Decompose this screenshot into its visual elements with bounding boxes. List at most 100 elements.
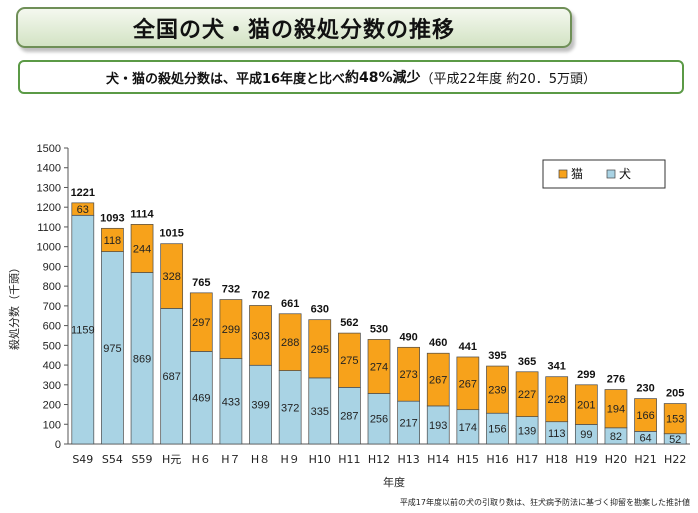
data-label-cat: 297 bbox=[192, 317, 210, 329]
x-tick-label: H18 bbox=[546, 453, 568, 466]
x-tick-label: H７ bbox=[221, 453, 240, 466]
data-label-total: 1221 bbox=[71, 187, 95, 199]
data-label-total: 490 bbox=[399, 331, 417, 343]
bar-cat bbox=[545, 376, 569, 423]
data-label-total: 702 bbox=[251, 289, 269, 301]
bar-cat bbox=[486, 365, 509, 414]
data-label-total: 299 bbox=[577, 369, 595, 381]
data-label-dog: 82 bbox=[610, 431, 622, 443]
data-label-dog: 256 bbox=[370, 414, 388, 426]
data-label-cat: 299 bbox=[222, 324, 240, 336]
data-label-total: 530 bbox=[370, 323, 388, 335]
y-tick-label: 100 bbox=[43, 419, 61, 431]
data-label-cat: 288 bbox=[281, 337, 299, 349]
y-tick-label: 1400 bbox=[37, 163, 61, 175]
data-label-dog: 687 bbox=[162, 371, 180, 383]
y-tick-label: 500 bbox=[43, 340, 61, 352]
data-label-cat: 295 bbox=[311, 344, 329, 356]
data-label-cat: 118 bbox=[104, 235, 122, 247]
data-label-dog: 52 bbox=[669, 434, 681, 446]
data-label-dog: 335 bbox=[311, 406, 329, 418]
y-tick-label: 300 bbox=[43, 380, 61, 392]
data-label-cat: 227 bbox=[518, 389, 536, 401]
bar-cat bbox=[278, 313, 302, 371]
x-tick-label: H15 bbox=[457, 453, 479, 466]
legend-label: 猫 bbox=[571, 167, 583, 181]
x-axis-title: 年度 bbox=[383, 475, 405, 489]
x-tick-label: H14 bbox=[427, 453, 449, 466]
x-tick-label: S59 bbox=[132, 453, 153, 466]
y-tick-label: 800 bbox=[43, 281, 61, 293]
data-label-total: 630 bbox=[311, 304, 329, 316]
data-label-total: 732 bbox=[222, 284, 240, 296]
x-tick-label: H13 bbox=[397, 453, 419, 466]
data-label-total: 395 bbox=[488, 350, 506, 362]
data-label-dog: 193 bbox=[429, 420, 447, 432]
data-label-cat: 267 bbox=[459, 378, 477, 390]
data-label-cat: 63 bbox=[77, 204, 89, 216]
bar-cat bbox=[308, 319, 332, 379]
data-label-dog: 1159 bbox=[71, 325, 95, 337]
data-label-total: 341 bbox=[548, 361, 566, 373]
x-tick-label: H21 bbox=[634, 453, 656, 466]
legend-swatch bbox=[606, 169, 616, 179]
x-tick-label: H20 bbox=[605, 453, 627, 466]
bar-cat bbox=[71, 202, 95, 216]
data-label-total: 230 bbox=[636, 383, 654, 395]
data-label-cat: 273 bbox=[399, 369, 417, 381]
data-label-dog: 469 bbox=[192, 393, 210, 405]
data-label-dog: 372 bbox=[281, 402, 299, 414]
data-label-cat: 328 bbox=[162, 271, 180, 283]
bar-cat bbox=[574, 384, 598, 425]
bar-cat bbox=[604, 389, 628, 429]
footnote: 平成17年度以前の犬の引取り数は、狂犬病予防法に基づく抑留を勘案した推計値 bbox=[399, 498, 690, 507]
y-tick-label: 0 bbox=[55, 439, 61, 451]
legend-label: 犬 bbox=[619, 167, 631, 181]
data-label-cat: 275 bbox=[340, 355, 358, 367]
data-label-total: 562 bbox=[340, 317, 358, 329]
data-label-dog: 139 bbox=[518, 425, 536, 437]
summary-highlight: 約48%減少 bbox=[345, 70, 421, 86]
bar-cat bbox=[397, 346, 420, 402]
bar-cat bbox=[426, 352, 450, 407]
data-label-cat: 267 bbox=[429, 375, 447, 387]
data-label-cat: 201 bbox=[577, 400, 595, 412]
data-label-cat: 303 bbox=[251, 330, 269, 342]
data-label-total: 661 bbox=[281, 298, 299, 310]
bar-cat bbox=[663, 403, 687, 435]
data-label-cat: 239 bbox=[488, 385, 506, 397]
legend-swatch bbox=[558, 169, 568, 179]
x-tick-label: H11 bbox=[338, 453, 360, 466]
data-label-dog: 869 bbox=[133, 353, 151, 365]
data-label-dog: 64 bbox=[639, 433, 651, 445]
data-label-total: 441 bbox=[459, 341, 477, 353]
x-tick-label: H16 bbox=[486, 453, 508, 466]
y-tick-label: 1200 bbox=[37, 202, 61, 214]
x-tick-label: H６ bbox=[192, 453, 211, 466]
x-tick-label: H元 bbox=[162, 453, 181, 466]
data-label-dog: 433 bbox=[222, 396, 240, 408]
bar-cat bbox=[367, 339, 391, 394]
data-label-cat: 194 bbox=[607, 404, 625, 416]
bar-cat bbox=[456, 356, 480, 411]
bar-cat bbox=[338, 332, 361, 388]
data-label-total: 1114 bbox=[130, 208, 154, 220]
data-label-total: 1093 bbox=[100, 212, 124, 224]
data-label-total: 276 bbox=[607, 374, 625, 386]
x-tick-label: H17 bbox=[516, 453, 538, 466]
bar-cat bbox=[515, 371, 539, 417]
bar-cat bbox=[219, 299, 243, 359]
data-label-dog: 975 bbox=[103, 343, 121, 355]
data-label-total: 1015 bbox=[159, 228, 183, 240]
bar-cat bbox=[101, 227, 124, 252]
data-label-cat: 244 bbox=[133, 243, 151, 255]
y-tick-label: 1500 bbox=[37, 143, 61, 155]
bar-cat bbox=[189, 292, 213, 352]
data-label-dog: 217 bbox=[399, 418, 417, 430]
x-tick-label: S49 bbox=[72, 453, 93, 466]
summary-suffix: （平成22年度 約20．5万頭） bbox=[420, 71, 597, 87]
data-label-dog: 113 bbox=[548, 428, 566, 440]
data-label-dog: 287 bbox=[340, 411, 358, 423]
data-label-cat: 153 bbox=[666, 414, 684, 426]
